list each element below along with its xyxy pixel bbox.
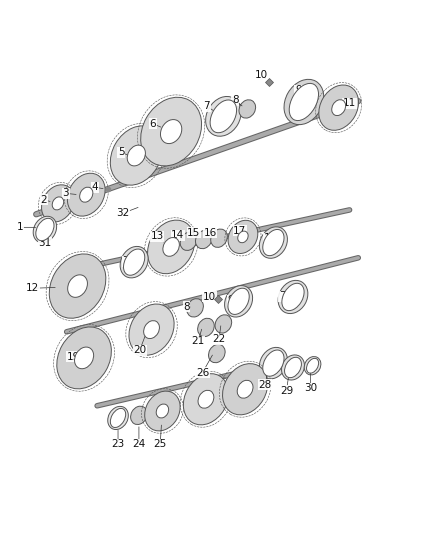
Text: 14: 14 xyxy=(171,230,184,240)
Text: 24: 24 xyxy=(132,439,145,449)
Text: 16: 16 xyxy=(204,228,217,238)
Ellipse shape xyxy=(187,298,203,317)
Ellipse shape xyxy=(198,318,214,337)
Ellipse shape xyxy=(210,100,237,133)
Text: 12: 12 xyxy=(26,283,39,293)
Ellipse shape xyxy=(228,288,249,314)
Text: 8: 8 xyxy=(232,95,238,105)
Ellipse shape xyxy=(259,227,287,259)
Text: 25: 25 xyxy=(154,439,167,449)
Ellipse shape xyxy=(205,96,241,136)
Ellipse shape xyxy=(263,229,284,256)
Text: 32: 32 xyxy=(116,208,129,219)
Text: 10: 10 xyxy=(203,292,216,302)
Text: 17: 17 xyxy=(233,226,247,236)
Ellipse shape xyxy=(141,97,201,166)
Text: 18: 18 xyxy=(264,233,277,243)
Ellipse shape xyxy=(49,254,106,318)
Ellipse shape xyxy=(148,220,194,274)
Text: 30: 30 xyxy=(304,383,317,393)
Text: 2: 2 xyxy=(41,195,47,205)
Ellipse shape xyxy=(195,230,212,249)
Ellipse shape xyxy=(33,216,57,243)
Ellipse shape xyxy=(225,286,253,317)
Ellipse shape xyxy=(284,79,324,125)
Ellipse shape xyxy=(289,83,318,120)
Text: 8: 8 xyxy=(183,302,190,312)
Ellipse shape xyxy=(239,100,256,118)
Ellipse shape xyxy=(108,406,128,430)
Ellipse shape xyxy=(184,374,229,425)
Ellipse shape xyxy=(42,185,74,222)
Ellipse shape xyxy=(223,364,268,415)
Text: 4: 4 xyxy=(92,182,98,192)
Text: 6: 6 xyxy=(149,119,156,129)
Text: 15: 15 xyxy=(187,228,200,238)
Ellipse shape xyxy=(332,100,346,116)
Ellipse shape xyxy=(282,355,304,380)
Ellipse shape xyxy=(67,275,88,297)
Ellipse shape xyxy=(211,229,227,247)
Ellipse shape xyxy=(110,126,162,185)
Ellipse shape xyxy=(208,344,225,363)
Ellipse shape xyxy=(319,85,359,130)
Ellipse shape xyxy=(180,232,197,251)
Ellipse shape xyxy=(57,327,111,389)
Ellipse shape xyxy=(307,358,318,373)
Ellipse shape xyxy=(259,348,287,379)
Ellipse shape xyxy=(263,350,284,376)
Text: 9: 9 xyxy=(228,295,234,305)
Ellipse shape xyxy=(74,347,94,369)
Text: 29: 29 xyxy=(280,385,293,395)
Ellipse shape xyxy=(278,280,308,313)
Ellipse shape xyxy=(52,197,64,210)
Ellipse shape xyxy=(80,187,93,202)
Ellipse shape xyxy=(36,219,54,241)
Text: 19: 19 xyxy=(67,352,80,361)
Text: 5: 5 xyxy=(118,148,124,157)
Text: 1: 1 xyxy=(16,222,23,232)
Text: 7: 7 xyxy=(204,101,210,111)
Ellipse shape xyxy=(131,406,147,424)
Ellipse shape xyxy=(215,315,232,333)
Ellipse shape xyxy=(144,321,159,338)
Text: 22: 22 xyxy=(212,334,226,344)
Ellipse shape xyxy=(304,357,321,375)
Ellipse shape xyxy=(237,380,253,398)
Ellipse shape xyxy=(198,390,214,408)
Text: 20: 20 xyxy=(133,345,146,355)
Ellipse shape xyxy=(120,246,148,278)
Ellipse shape xyxy=(228,220,258,254)
Ellipse shape xyxy=(160,119,182,143)
Ellipse shape xyxy=(163,238,180,256)
Ellipse shape xyxy=(238,231,248,243)
Text: 10: 10 xyxy=(254,70,268,80)
Ellipse shape xyxy=(145,391,180,431)
Text: 7: 7 xyxy=(279,291,286,301)
Text: 9: 9 xyxy=(295,85,301,95)
Ellipse shape xyxy=(282,283,304,311)
Ellipse shape xyxy=(110,408,126,427)
Text: 26: 26 xyxy=(196,368,209,378)
Ellipse shape xyxy=(129,304,174,355)
Text: 23: 23 xyxy=(111,439,125,449)
Ellipse shape xyxy=(67,173,105,216)
Ellipse shape xyxy=(127,145,145,166)
Text: 31: 31 xyxy=(38,238,52,247)
Text: 11: 11 xyxy=(343,98,356,108)
Ellipse shape xyxy=(285,357,301,378)
Text: 13: 13 xyxy=(151,231,164,241)
Text: 3: 3 xyxy=(63,188,69,198)
Ellipse shape xyxy=(156,404,169,418)
Text: 28: 28 xyxy=(258,380,271,390)
Ellipse shape xyxy=(124,249,145,275)
Text: 21: 21 xyxy=(191,336,205,346)
Text: 7: 7 xyxy=(122,256,129,266)
